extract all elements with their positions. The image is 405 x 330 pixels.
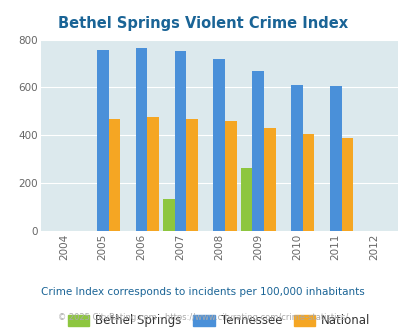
Bar [186, 118, 197, 231]
Bar [97, 50, 108, 231]
Text: Crime Index corresponds to incidents per 100,000 inhabitants: Crime Index corresponds to incidents per… [41, 287, 364, 297]
Bar [341, 138, 352, 231]
Bar [240, 168, 252, 231]
Legend: Bethel Springs, Tennessee, National: Bethel Springs, Tennessee, National [63, 310, 374, 330]
Text: © 2025 CityRating.com - https://www.cityrating.com/crime-statistics/: © 2025 CityRating.com - https://www.city… [58, 313, 347, 322]
Bar [302, 134, 313, 231]
Bar [162, 199, 174, 231]
Bar [213, 59, 224, 231]
Bar [224, 121, 236, 231]
Bar [135, 49, 147, 231]
Bar [147, 117, 159, 231]
Bar [263, 128, 275, 231]
Bar [252, 71, 263, 231]
Bar [329, 86, 341, 231]
Text: Bethel Springs Violent Crime Index: Bethel Springs Violent Crime Index [58, 16, 347, 31]
Bar [290, 84, 302, 231]
Bar [108, 119, 120, 231]
Bar [174, 51, 186, 231]
